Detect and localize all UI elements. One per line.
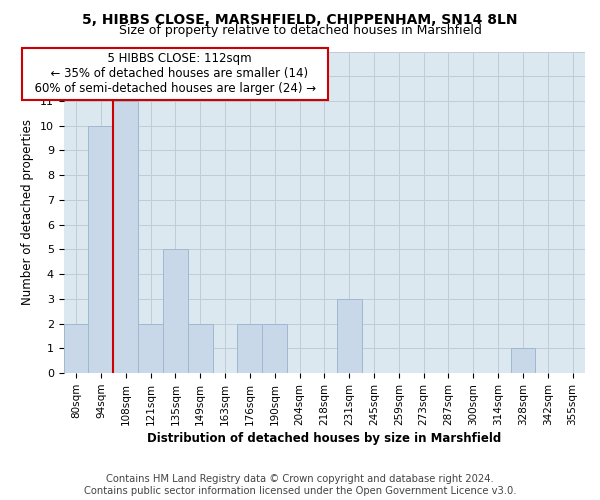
X-axis label: Distribution of detached houses by size in Marshfield: Distribution of detached houses by size … [147,432,502,445]
Bar [138,324,163,373]
Bar [262,324,287,373]
Bar [238,324,262,373]
Text: Size of property relative to detached houses in Marshfield: Size of property relative to detached ho… [119,24,481,37]
Text: 5 HIBBS CLOSE: 112sqm
  ← 35% of detached houses are smaller (14)
  60% of semi-: 5 HIBBS CLOSE: 112sqm ← 35% of detached … [27,52,323,96]
Bar [163,250,188,373]
Text: 5, HIBBS CLOSE, MARSHFIELD, CHIPPENHAM, SN14 8LN: 5, HIBBS CLOSE, MARSHFIELD, CHIPPENHAM, … [82,12,518,26]
Y-axis label: Number of detached properties: Number of detached properties [21,120,34,306]
Bar [64,324,88,373]
Bar [337,299,362,373]
Bar [113,101,138,373]
Text: Contains HM Land Registry data © Crown copyright and database right 2024.
Contai: Contains HM Land Registry data © Crown c… [84,474,516,496]
Bar [88,126,113,373]
Bar [188,324,212,373]
Bar [511,348,535,373]
